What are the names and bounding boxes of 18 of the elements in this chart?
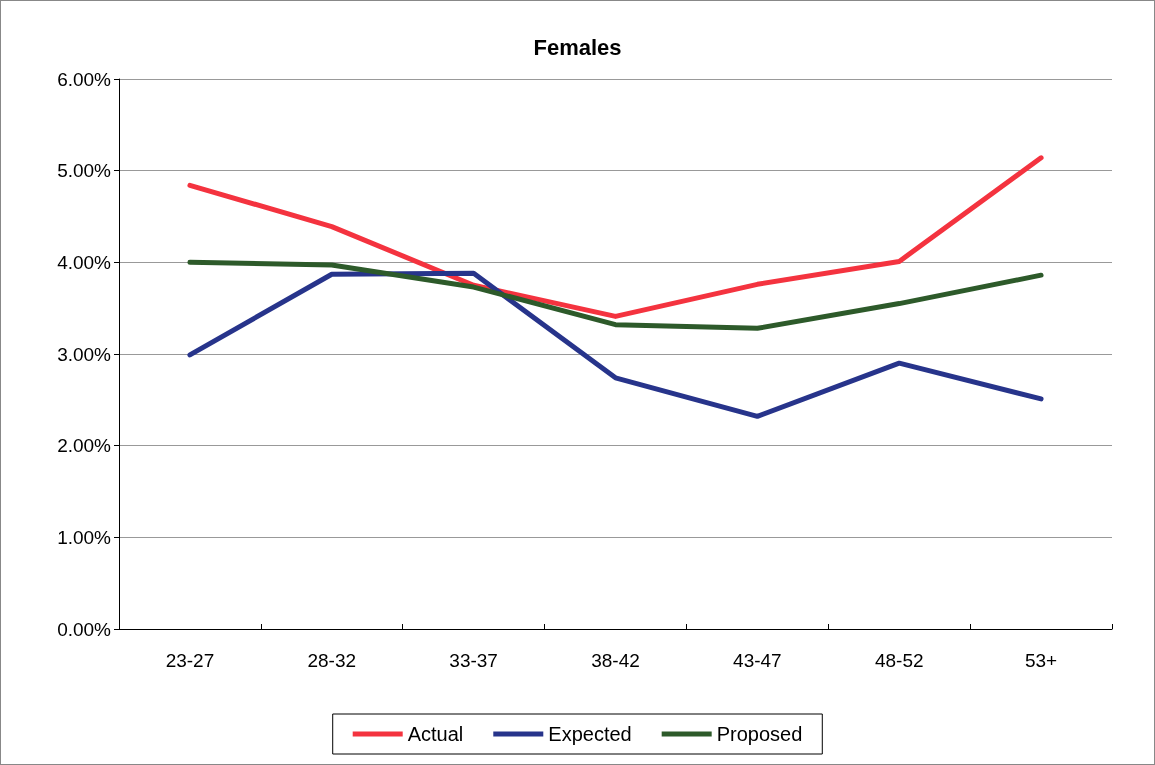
y-tick-label: 5.00% <box>57 160 112 182</box>
y-tick-label: 0.00% <box>57 618 112 640</box>
legend-label: Proposed <box>716 723 803 745</box>
y-tick-label: 1.00% <box>57 526 112 548</box>
x-tick-label: 43-47 <box>733 650 782 671</box>
x-tick-label: 48-52 <box>874 650 924 671</box>
x-tick-label: 33-37 <box>449 650 498 671</box>
chart-title: Females <box>533 34 622 60</box>
x-tick-label: 28-32 <box>307 650 357 671</box>
x-tick-label: 38-42 <box>591 650 640 671</box>
y-tick-label: 2.00% <box>57 435 112 457</box>
legend-label: Expected <box>548 723 632 745</box>
y-tick-label: 4.00% <box>57 251 112 273</box>
y-tick-label: 6.00% <box>57 68 112 90</box>
y-tick-label: 3.00% <box>57 343 112 365</box>
legend-label: Actual <box>407 723 464 745</box>
x-tick-label: 53+ <box>1024 650 1058 671</box>
x-tick-label: 23-27 <box>165 650 215 671</box>
